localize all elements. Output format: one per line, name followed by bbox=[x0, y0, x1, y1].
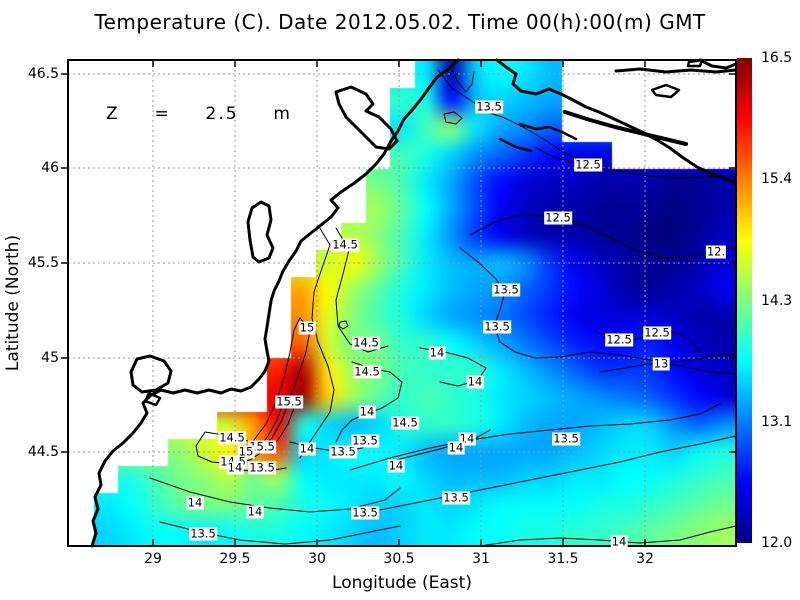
coastline-kinburn-spit bbox=[563, 110, 688, 146]
contour-label: 13.5 bbox=[483, 319, 511, 334]
contour-line-13.5 bbox=[459, 247, 737, 375]
contour-label: 14 bbox=[428, 345, 446, 360]
chart-title: Temperature (C). Date 2012.05.02. Time 0… bbox=[94, 10, 706, 34]
contour-label: 15 bbox=[298, 320, 316, 335]
x-tick-label: 30.5 bbox=[383, 551, 415, 567]
contour-line-14 bbox=[299, 224, 335, 459]
x-tick-label: 29.5 bbox=[219, 551, 251, 567]
coastline-sw-lagoon-2 bbox=[143, 391, 162, 407]
coastline-upper-lagoon bbox=[334, 85, 399, 151]
contour-label: 14.5 bbox=[218, 430, 246, 445]
contour-label: 13.5 bbox=[351, 505, 379, 520]
contour-label: 14 bbox=[226, 460, 244, 475]
coastline-ne-inner-2 bbox=[498, 137, 533, 153]
contour-label: 12. bbox=[705, 244, 727, 259]
y-axis-label: Latitude (North) bbox=[3, 234, 23, 372]
contour-line-13.5 bbox=[437, 69, 581, 161]
coastline-ne-top-line bbox=[614, 67, 738, 74]
contour-label: 14 bbox=[387, 458, 405, 473]
contour-label: 14 bbox=[447, 440, 465, 455]
contour-label: 13.5 bbox=[351, 433, 379, 448]
contour-label: 14 bbox=[466, 374, 484, 389]
x-axis-label: Longitude (East) bbox=[332, 573, 472, 593]
contour-label: 13 bbox=[652, 356, 670, 371]
contour-line-12.5 bbox=[469, 214, 737, 259]
contour-line-14 bbox=[387, 429, 491, 463]
coastline-ne-coast bbox=[495, 58, 738, 186]
contour-label: 13.5 bbox=[329, 444, 357, 459]
contour-line-15 bbox=[243, 317, 311, 456]
contour-label: 13.5 bbox=[189, 526, 217, 541]
contour-label: 14 bbox=[358, 404, 376, 419]
colorbar-tick-label: 14.3 bbox=[761, 292, 793, 309]
contour-line-12.5 bbox=[535, 147, 737, 179]
y-tick-label: 45 bbox=[41, 350, 59, 366]
contour-label: 13.5 bbox=[552, 431, 580, 446]
contour-label: 15.5 bbox=[248, 439, 276, 454]
contour-line-13.5 bbox=[349, 403, 721, 471]
y-tick-label: 46 bbox=[41, 160, 59, 176]
coastline-ne-corner bbox=[698, 58, 738, 70]
contour-label: 14 bbox=[186, 495, 204, 510]
contour-label: 14 bbox=[610, 534, 628, 549]
contour-line-13.5 bbox=[379, 435, 737, 511]
contour-label: 14.5 bbox=[331, 237, 359, 252]
contour-line-14 bbox=[479, 525, 737, 547]
contour-label: 13.5 bbox=[475, 99, 503, 114]
coastline-delta-peninsula bbox=[246, 200, 275, 264]
x-tick-label: 32 bbox=[636, 551, 654, 567]
y-tick-label: 46.5 bbox=[27, 66, 59, 82]
coastline-west-coast bbox=[90, 58, 460, 548]
contour-label: 15.5 bbox=[275, 394, 303, 409]
contour-line-14 bbox=[443, 111, 463, 125]
coastline-ne-islet-2 bbox=[650, 83, 681, 99]
contour-label: 14 bbox=[298, 441, 316, 456]
x-tick-label: 31.5 bbox=[547, 551, 579, 567]
contour-label: 12.5 bbox=[643, 325, 671, 340]
contour-label: 14 bbox=[246, 504, 264, 519]
colorbar-tick-label: 13.1 bbox=[761, 413, 793, 430]
contour-line-14 bbox=[149, 477, 401, 513]
contour-line-14.5 bbox=[335, 227, 389, 353]
contour-label: 12.5 bbox=[544, 210, 572, 225]
contour-label: 15 bbox=[237, 444, 255, 459]
contour-label: 13.5 bbox=[442, 490, 470, 505]
colorbar-tick-label: 16.5 bbox=[761, 50, 793, 66]
x-tick-label: 29 bbox=[144, 551, 162, 567]
contour-label: 14.5 bbox=[352, 335, 380, 350]
x-tick-label: 31 bbox=[472, 551, 490, 567]
coastline-ne-inner-1 bbox=[518, 122, 578, 141]
coastline-sw-lagoon bbox=[129, 354, 173, 394]
contour-line-14.5 bbox=[338, 320, 349, 330]
depth-annotation: Z = 2.5 m bbox=[106, 104, 292, 124]
contour-label: 12.5 bbox=[605, 332, 633, 347]
contour-label: 12.5 bbox=[574, 157, 602, 172]
colorbar-tick-label: 12.0 bbox=[761, 535, 793, 551]
y-tick-label: 45.5 bbox=[27, 255, 59, 271]
colorbar-tick-label: 15.4 bbox=[761, 171, 793, 188]
contour-label: 13.5 bbox=[492, 282, 520, 297]
contour-label: 14.5 bbox=[391, 415, 419, 430]
plot-border bbox=[67, 59, 737, 547]
y-tick-label: 44.5 bbox=[27, 444, 59, 460]
contour-label: 13.5 bbox=[248, 460, 276, 475]
colorbar bbox=[737, 58, 752, 543]
contour-label: 14.5 bbox=[353, 364, 381, 379]
contour-line-13 bbox=[451, 69, 475, 93]
x-tick-label: 30 bbox=[308, 551, 326, 567]
